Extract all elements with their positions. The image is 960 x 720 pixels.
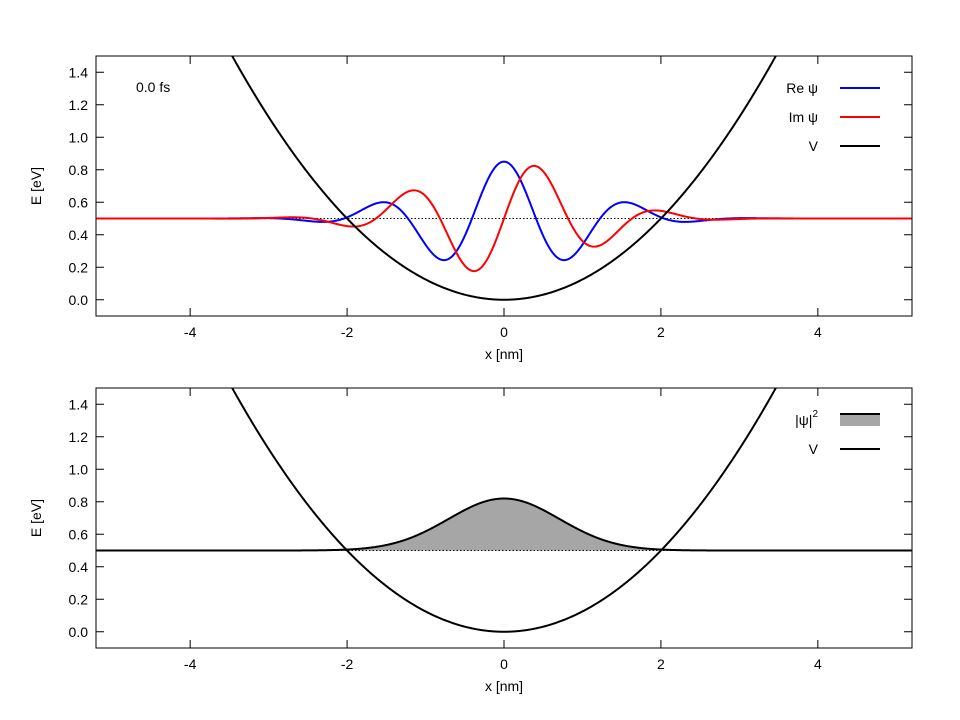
x-tick-label: 2 — [657, 324, 665, 340]
x-tick-label: -2 — [341, 324, 354, 340]
panel-2: 0.0 0.2 0.4 0.6 0.8 1.0 1.2 1.4 -4 -2 0 2 4 x [nm] E [… — [28, 387, 913, 694]
y-axis-label: E [eV] — [28, 499, 44, 537]
density-outline — [96, 497, 912, 552]
y-tick-label: 0.0 — [69, 624, 89, 640]
legend-superscript: 2 — [812, 409, 818, 420]
y-tick-label: 1.0 — [69, 129, 89, 145]
series-line-im — [96, 164, 912, 273]
legend-label: |ψ|2 — [795, 409, 818, 428]
x-tick-label: 0 — [500, 324, 508, 340]
plot-area — [96, 56, 912, 301]
legend: Re ψ Im ψ V — [786, 80, 880, 154]
y-tick-label: 0.8 — [69, 162, 89, 178]
y-tick-label: 0.6 — [69, 194, 89, 210]
x-tick-label: -4 — [184, 324, 197, 340]
legend-swatch — [840, 414, 880, 426]
x-tick-label: 2 — [657, 656, 665, 672]
y-tick-label: 1.2 — [69, 429, 89, 445]
series-line-potential — [231, 56, 777, 301]
legend-label: Im ψ — [789, 109, 818, 125]
y-tick-label: 0.4 — [69, 559, 89, 575]
legend-label: V — [809, 441, 819, 457]
x-tick-label: 0 — [500, 656, 508, 672]
plot-area — [96, 388, 912, 633]
x-axis-label: x [nm] — [485, 346, 523, 362]
series-line-re — [96, 160, 912, 262]
x-tick-label: -4 — [184, 656, 197, 672]
y-tick-label: 0.4 — [69, 227, 89, 243]
x-tick-label: -2 — [341, 656, 354, 672]
y-tick-label: 1.2 — [69, 97, 89, 113]
time-annotation: 0.0 fs — [136, 79, 170, 95]
panel-1: 0.0 0.2 0.4 0.6 0.8 1.0 1.2 1.4 -4 -2 0 2 4 x [nm] E [… — [28, 55, 913, 362]
y-tick-label: 0.2 — [69, 591, 89, 607]
density-area — [96, 498, 912, 551]
y-axis-label: E [eV] — [28, 167, 44, 205]
y-tick-label: 1.0 — [69, 461, 89, 477]
y-tick-label: 1.4 — [69, 64, 89, 80]
y-tick-label: 0.8 — [69, 494, 89, 510]
x-tick-label: 4 — [814, 656, 822, 672]
legend-label: Re ψ — [786, 80, 818, 96]
x-axis-label: x [nm] — [485, 678, 523, 694]
y-tick-label: 1.4 — [69, 396, 89, 412]
y-tick-label: 0.0 — [69, 292, 89, 308]
y-tick-label: 0.2 — [69, 259, 89, 275]
y-tick-label: 0.6 — [69, 526, 89, 542]
legend-label: V — [809, 138, 819, 154]
series-line-potential — [231, 388, 777, 633]
x-tick-label: 4 — [814, 324, 822, 340]
legend: |ψ|2 V — [795, 409, 880, 457]
